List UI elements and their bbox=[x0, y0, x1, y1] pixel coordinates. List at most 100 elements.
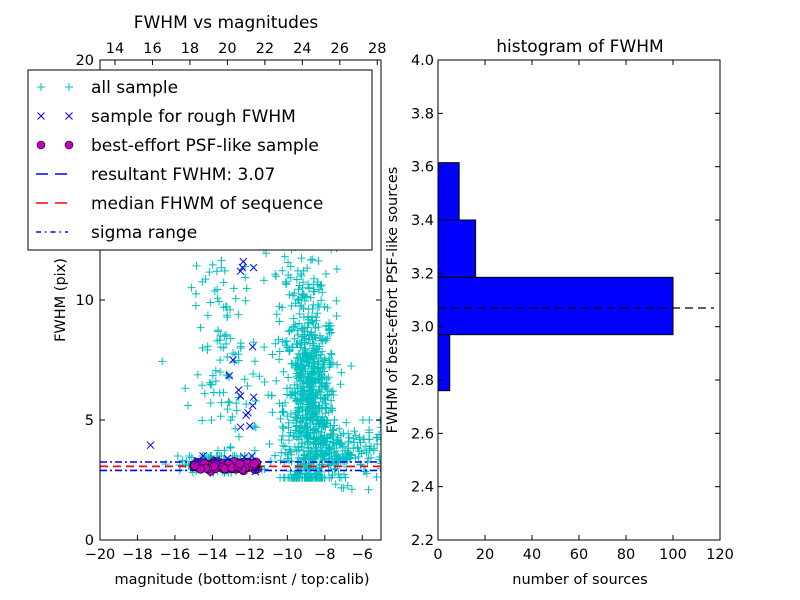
all-sample-point bbox=[183, 401, 192, 410]
all-sample-point bbox=[291, 389, 300, 398]
histogram-x-ticks: 0 20 40 60 80 100 120 bbox=[433, 60, 734, 563]
scatter-top-tick-label: 16 bbox=[143, 41, 161, 57]
all-sample-point bbox=[300, 450, 309, 459]
all-sample-point bbox=[329, 438, 338, 447]
all-sample-point bbox=[358, 416, 367, 424]
all-sample-point bbox=[315, 372, 324, 381]
all-sample-point bbox=[294, 285, 303, 294]
all-sample-point bbox=[275, 355, 284, 364]
all-sample-point bbox=[325, 329, 334, 338]
all-sample-point bbox=[264, 391, 273, 400]
histogram-title: histogram of FWHM bbox=[496, 37, 663, 57]
all-sample-point bbox=[192, 261, 201, 270]
scatter-plot-area bbox=[100, 103, 381, 494]
all-sample-point bbox=[364, 485, 373, 494]
scatter-x-ticks: −20 −18 −16 −14 −12 −10 −8 −6 bbox=[85, 535, 373, 563]
all-sample-point bbox=[306, 452, 315, 461]
all-sample-point bbox=[316, 364, 325, 373]
all-sample-point bbox=[307, 447, 316, 456]
histogram-y-label: FWHM of best-effort PSF-like sources bbox=[385, 167, 401, 434]
all-sample-point bbox=[316, 350, 325, 359]
all-sample-point bbox=[295, 309, 304, 318]
all-sample-point bbox=[292, 353, 301, 362]
all-sample-point bbox=[327, 358, 336, 367]
all-sample-point bbox=[321, 437, 330, 446]
all-sample-point bbox=[309, 341, 318, 350]
all-sample-point bbox=[231, 294, 240, 303]
all-sample-point bbox=[181, 384, 190, 393]
all-sample-point bbox=[259, 276, 268, 285]
all-sample-point bbox=[203, 345, 212, 354]
all-sample-point bbox=[335, 424, 344, 433]
all-sample-point bbox=[308, 304, 317, 313]
all-sample-point bbox=[376, 416, 381, 425]
rough-sample-point bbox=[225, 371, 234, 380]
all-sample-point bbox=[309, 300, 318, 309]
all-sample-point bbox=[216, 356, 225, 365]
all-sample-point bbox=[212, 267, 221, 276]
all-sample-point bbox=[288, 291, 297, 300]
all-sample-point bbox=[334, 436, 343, 445]
rough-sample-point bbox=[229, 356, 237, 364]
all-sample-point bbox=[241, 296, 250, 305]
all-sample-point bbox=[365, 446, 374, 455]
all-sample-point bbox=[336, 380, 345, 389]
scatter-x-tick-label: −18 bbox=[122, 547, 153, 563]
all-sample-point bbox=[291, 320, 300, 329]
all-sample-point bbox=[198, 381, 207, 390]
rough-sample-point bbox=[249, 263, 258, 272]
all-sample-point bbox=[229, 349, 238, 358]
all-sample-point bbox=[196, 323, 205, 332]
histogram-y-tick-label: 3.4 bbox=[411, 213, 434, 229]
all-sample-point bbox=[332, 436, 341, 445]
scatter-x-tick-label: −16 bbox=[160, 547, 191, 563]
all-sample-point bbox=[265, 439, 274, 448]
all-sample-point bbox=[324, 390, 333, 399]
all-sample-point bbox=[242, 284, 251, 293]
all-sample-point bbox=[226, 334, 235, 343]
all-sample-point bbox=[231, 424, 240, 433]
all-sample-point bbox=[298, 362, 307, 371]
rough-sample-point bbox=[236, 267, 245, 276]
all-sample-point bbox=[306, 351, 315, 360]
all-sample-point bbox=[373, 433, 381, 442]
all-sample-point bbox=[298, 411, 307, 420]
all-sample-point bbox=[275, 347, 284, 356]
all-sample-point bbox=[314, 285, 323, 294]
rough-sample-point bbox=[236, 392, 245, 400]
all-sample-point bbox=[200, 389, 209, 398]
all-sample-point bbox=[298, 333, 307, 342]
scatter-y-tick-label: 10 bbox=[76, 293, 94, 309]
all-sample-point bbox=[226, 416, 235, 425]
all-sample-point bbox=[299, 353, 308, 362]
x-marker-icon bbox=[65, 112, 73, 120]
all-sample-point bbox=[276, 414, 285, 423]
all-sample-point bbox=[347, 485, 356, 494]
all-sample-point bbox=[249, 370, 258, 379]
all-sample-point bbox=[288, 359, 297, 368]
all-sample-point bbox=[288, 387, 297, 396]
histogram-y-ticks: 2.2 2.4 2.6 2.8 3.0 3.2 3.4 3.6 3.8 4.0 bbox=[411, 53, 720, 549]
all-sample-point bbox=[299, 454, 308, 463]
all-sample-point bbox=[313, 280, 322, 289]
histogram-x-tick-label: 60 bbox=[570, 547, 588, 563]
all-sample-point bbox=[295, 319, 304, 328]
histogram-plot-area bbox=[437, 162, 714, 392]
rough-sample-point bbox=[240, 453, 249, 462]
all-sample-point bbox=[317, 404, 326, 413]
all-sample-point bbox=[317, 378, 326, 387]
rough-sample-point bbox=[199, 452, 207, 460]
all-sample-point bbox=[281, 448, 290, 457]
all-sample-point bbox=[280, 252, 289, 261]
all-sample-point bbox=[315, 331, 324, 340]
histogram-panel: 0 20 40 60 80 100 120 2.2 2.4 2.6 2.8 3.0 3.2 3.4 3.6… bbox=[385, 37, 734, 588]
all-sample-point bbox=[322, 404, 331, 413]
all-sample-point bbox=[296, 270, 305, 279]
all-sample-point bbox=[213, 294, 222, 303]
all-sample-point bbox=[213, 327, 222, 336]
all-sample-point bbox=[217, 256, 226, 265]
rough-sample-point bbox=[247, 452, 256, 460]
histogram-y-tick-label: 3.2 bbox=[411, 266, 434, 282]
all-sample-point bbox=[271, 451, 280, 460]
rough-sample-point bbox=[239, 257, 248, 266]
